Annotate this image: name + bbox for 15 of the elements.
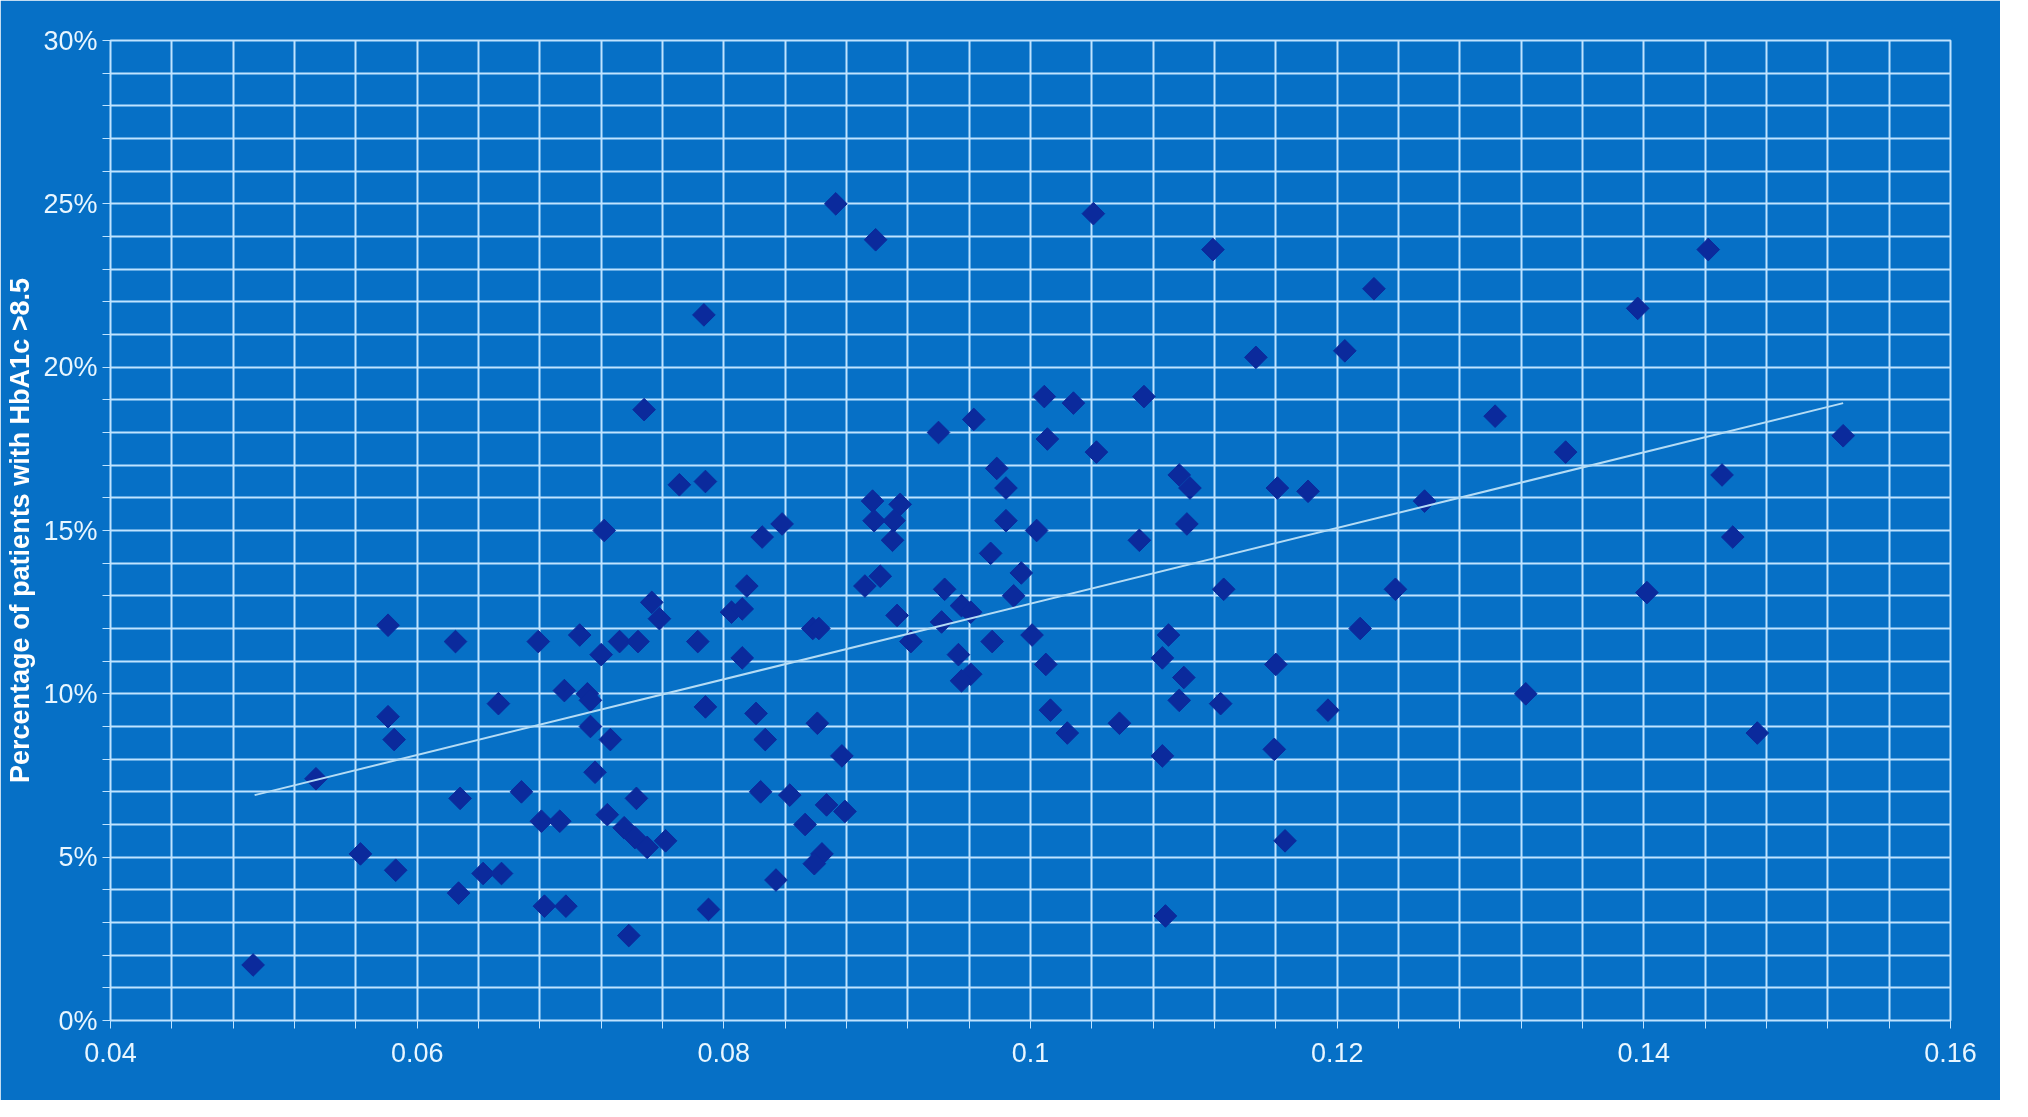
x-tick-label: 0.06 xyxy=(390,1037,444,1068)
x-tick-label: 0.1 xyxy=(1011,1037,1050,1068)
x-tick-label: 0.04 xyxy=(84,1037,137,1068)
y-tick-label: 25% xyxy=(43,188,98,219)
y-tick-label: 30% xyxy=(43,25,98,56)
y-axis-title: Percentage of patients with HbA1c >8.5 xyxy=(5,278,36,783)
x-tick-label: 0.14 xyxy=(1617,1037,1671,1068)
x-tick-label: 0.16 xyxy=(1924,1037,1977,1068)
y-tick-label: 0% xyxy=(58,1005,98,1036)
x-tick-label: 0.12 xyxy=(1310,1037,1364,1068)
y-tick-label: 15% xyxy=(43,515,98,546)
y-tick-label: 5% xyxy=(58,842,98,873)
y-tick-label: 10% xyxy=(43,678,98,709)
y-tick-label: 20% xyxy=(43,352,98,383)
x-tick-label: 0.08 xyxy=(697,1037,751,1068)
